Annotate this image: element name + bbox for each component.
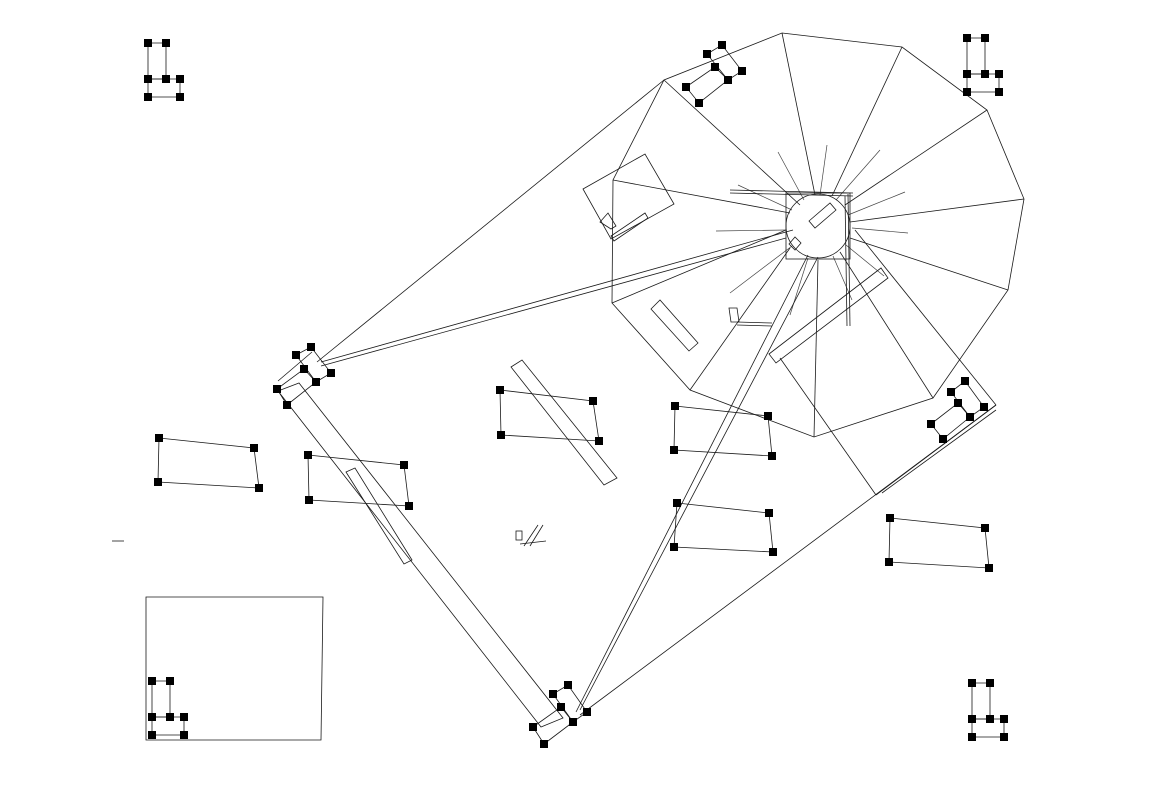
grip-handle[interactable] — [765, 509, 773, 517]
cluster-top-right[interactable] — [966, 37, 1000, 93]
grip-handle[interactable] — [968, 715, 976, 723]
grip-handle[interactable] — [154, 478, 162, 486]
grip-handle[interactable] — [695, 99, 703, 107]
grip-handle[interactable] — [947, 388, 955, 396]
grip-handle[interactable] — [764, 412, 772, 420]
grip-handle[interactable] — [703, 50, 711, 58]
grip-handle[interactable] — [968, 733, 976, 741]
grip-handle[interactable] — [939, 435, 947, 443]
cluster-bottom-left[interactable] — [151, 680, 185, 736]
grip-handle[interactable] — [327, 369, 335, 377]
grip-handle[interactable] — [180, 713, 188, 721]
grip-handle[interactable] — [589, 397, 597, 405]
central-hub[interactable] — [729, 189, 854, 327]
radial-fan — [611, 32, 1025, 438]
grip-handle[interactable] — [144, 93, 152, 101]
grip-handle[interactable] — [305, 496, 313, 504]
grip-handle[interactable] — [400, 461, 408, 469]
grip-handle[interactable] — [176, 93, 184, 101]
grip-handle[interactable] — [963, 70, 971, 78]
grip-handle[interactable] — [564, 681, 572, 689]
grip-handle[interactable] — [995, 88, 1003, 96]
grip-handle[interactable] — [966, 413, 974, 421]
grip-handle[interactable] — [180, 731, 188, 739]
grip-handle[interactable] — [671, 402, 679, 410]
grip-handle[interactable] — [304, 451, 312, 459]
main-polygon[interactable] — [611, 32, 1025, 438]
grip-handle[interactable] — [682, 83, 690, 91]
grip-handle[interactable] — [273, 385, 281, 393]
grip-handle[interactable] — [155, 434, 163, 442]
cluster-bottom-right[interactable] — [971, 682, 1005, 738]
grip-handle[interactable] — [549, 690, 557, 698]
grip-handle[interactable] — [162, 75, 170, 83]
grip-handle[interactable] — [529, 723, 537, 731]
diagonal-strip[interactable] — [510, 359, 618, 486]
grip-handle[interactable] — [250, 444, 258, 452]
grip-handle[interactable] — [166, 677, 174, 685]
grip-handle[interactable] — [557, 703, 565, 711]
grip-handle[interactable] — [954, 399, 962, 407]
grip-handle[interactable] — [405, 502, 413, 510]
grip-handle[interactable] — [981, 70, 989, 78]
grip-handle[interactable] — [673, 499, 681, 507]
connector-lines — [316, 79, 997, 716]
grip-handle[interactable] — [670, 543, 678, 551]
grip-handle[interactable] — [886, 514, 894, 522]
grip-handle[interactable] — [963, 34, 971, 42]
grip-handle[interactable] — [927, 420, 935, 428]
grip-handle[interactable] — [670, 446, 678, 454]
handles[interactable] — [144, 34, 1008, 748]
grip-handle[interactable] — [738, 67, 746, 75]
beam[interactable] — [277, 351, 564, 728]
grip-handle[interactable] — [885, 558, 893, 566]
inner-fixtures — [582, 153, 889, 364]
grip-handle[interactable] — [595, 437, 603, 445]
grip-handle[interactable] — [986, 715, 994, 723]
grip-handle[interactable] — [300, 365, 308, 373]
grip-handle[interactable] — [768, 452, 776, 460]
grip-handle[interactable] — [255, 484, 263, 492]
grip-handle[interactable] — [1000, 715, 1008, 723]
grip-handle[interactable] — [963, 88, 971, 96]
cluster-beam-top[interactable] — [276, 346, 332, 406]
grip-handle[interactable] — [981, 524, 989, 532]
grip-handle[interactable] — [718, 41, 726, 49]
cluster-top-left[interactable] — [147, 42, 181, 98]
grip-handle[interactable] — [961, 377, 969, 385]
grip-handle[interactable] — [968, 679, 976, 687]
grip-handle[interactable] — [711, 63, 719, 71]
grip-handle[interactable] — [292, 351, 300, 359]
grip-handle[interactable] — [144, 39, 152, 47]
grip-handle[interactable] — [981, 34, 989, 42]
grip-handle[interactable] — [540, 740, 548, 748]
cluster-top-mid[interactable] — [685, 44, 743, 104]
grip-handle[interactable] — [1000, 733, 1008, 741]
grip-handle[interactable] — [148, 713, 156, 721]
grip-handle[interactable] — [312, 378, 320, 386]
grip-handle[interactable] — [569, 718, 577, 726]
rect-shapes[interactable] — [145, 389, 990, 741]
grip-handle[interactable] — [283, 401, 291, 409]
grip-handle[interactable] — [176, 75, 184, 83]
grip-handle[interactable] — [724, 76, 732, 84]
grip-handle[interactable] — [980, 403, 988, 411]
grip-handle[interactable] — [162, 39, 170, 47]
grip-handle[interactable] — [144, 75, 152, 83]
grip-handle[interactable] — [148, 677, 156, 685]
grip-handle[interactable] — [496, 386, 504, 394]
grip-handle[interactable] — [985, 564, 993, 572]
grip-handle[interactable] — [497, 431, 505, 439]
grip-handle[interactable] — [148, 731, 156, 739]
grip-handle[interactable] — [986, 679, 994, 687]
center-mark — [112, 524, 547, 547]
grip-handle[interactable] — [769, 548, 777, 556]
grip-handle[interactable] — [583, 708, 591, 716]
grip-handle[interactable] — [307, 343, 315, 351]
grip-handle[interactable] — [166, 713, 174, 721]
grip-handle[interactable] — [995, 70, 1003, 78]
